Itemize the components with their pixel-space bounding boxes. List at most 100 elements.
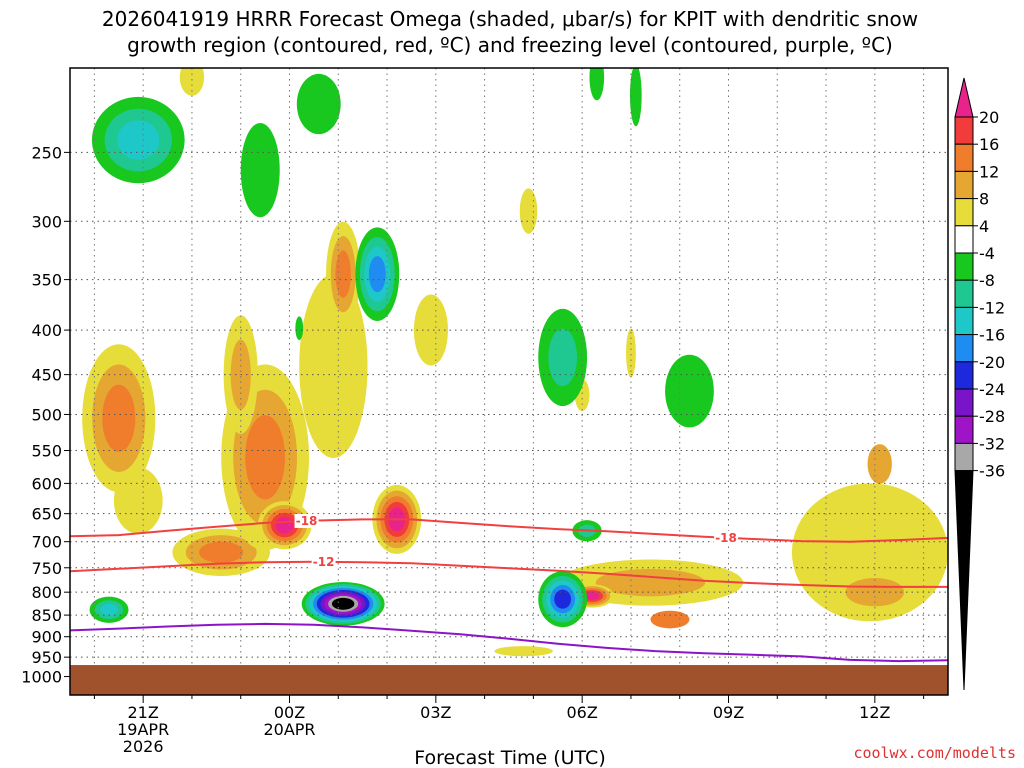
isotherm--18C [70,518,948,543]
omega-area-A9-ring-0 [413,294,449,366]
colorbar-swatch-13 [954,442,974,472]
omega-area-A13-ring-0 [650,610,690,629]
omega-area-A19-ring-0 [519,188,538,234]
colorbar-tick-label-5: -4 [979,244,995,263]
omega-area-A26-ring-2 [100,603,118,616]
omega-area-A20-ring-2 [117,120,160,160]
colorbar-swatch-5 [954,225,974,254]
colorbar-tick-label-2: 12 [979,162,999,181]
colorbar-tick-label-12: -32 [979,434,1005,453]
grid-lines [70,68,948,695]
isotherm-label--12C-0: -12 [313,555,335,569]
isotherm-label--18C-1: -18 [715,531,737,545]
colorbar-tick-label-9: -20 [979,353,1005,372]
colorbar-tick-label-8: -16 [979,326,1005,345]
omega-area-A23-ring-3 [368,256,386,293]
colorbar-swatch-3 [954,170,974,200]
omega-area-A31-ring-0 [494,646,553,657]
omega-area-A6-ring-4 [275,516,294,534]
omega-area-A8-ring-2 [335,250,351,298]
omega-area-A30-ring-0 [179,68,205,96]
colorbar-swatch-4 [954,198,974,227]
omega-area-A33-ring-0 [629,68,642,127]
omega-area-A24-ring-1 [548,328,578,387]
colorbar-swatch-7 [954,279,974,308]
y-axis: 250 300 350 400 450 500 550 600 650 700 750 800 850 9… [21,143,70,687]
x-tick-label-21-line-2: 2026 [123,737,164,756]
y-tick-label-350: 350 [31,271,62,290]
isotherm-label-bg--18C-0 [294,513,319,528]
colorbar-swatch-8 [954,306,974,336]
omega-area-A25-ring-0 [665,354,714,428]
colorbar-tick-label-7: -12 [979,298,1005,317]
x-tick-label-33-line-0: 09Z [713,703,744,722]
omega-area-A32-ring-0 [626,328,636,378]
plot-background [70,68,948,695]
colorbar-tick-label-6: -8 [979,271,995,290]
y-tick-label-500: 500 [31,405,62,424]
plot-area: -18 -18 -12 [70,68,948,695]
y-tick-label-450: 450 [31,366,62,385]
omega-area-A21-ring-0 [240,122,280,218]
y-tick-label-300: 300 [31,212,62,231]
colorbar-tick-label-4: 4 [979,217,989,236]
omega-area-A22-ring-0 [296,73,341,135]
y-tick-label-550: 550 [31,442,62,461]
x-tick-label-21-line-0: 21Z [128,703,159,722]
omega-area-A2-ring-0 [113,467,163,534]
omega-area-A1-ring-2 [102,384,136,452]
omega-area-A18-ring-0 [589,68,605,101]
x-tick-label-21-line-1: 19APR [117,720,169,739]
y-tick-label-800: 800 [31,583,62,602]
x-tick-label-24-line-1: 20APR [263,720,315,739]
colorbar-tick-label-10: -24 [979,380,1005,399]
omega-area-A3-ring-2 [199,541,244,564]
omega-area-A27-ring-4 [554,589,572,609]
colorbar-tick-label-13: -36 [979,462,1005,481]
y-tick-label-400: 400 [31,321,62,340]
colorbar: 20 16 12 8 4 -4 -8 -12 -16 -20 -24 -28 -32 -36 [954,77,1005,691]
omega-area-A12-ring-4 [584,591,600,600]
isotherm-0C [70,622,948,663]
colorbar-swatch-10 [954,361,974,390]
isotherm-label-bg--12C-0 [311,554,336,569]
ground-surface [70,665,948,695]
plot-frame [69,67,949,696]
colorbar-tick-label-3: 8 [979,190,989,209]
y-tick-label-950: 950 [31,648,62,667]
y-tick-label-750: 750 [31,559,62,578]
chart-title-line-1: 2026041919 HRRR Forecast Omega (shaded, … [102,7,918,31]
colorbar-swatch-2 [954,143,974,172]
isotherm-label-bg--18C-1 [714,530,739,545]
isotherm-label--18C-0: -18 [296,514,318,528]
chart-title-line-2: growth region (contoured, red, ºC) and f… [127,33,893,57]
omega-area-A16-ring-0 [867,444,892,484]
x-tick-label-27-line-0: 03Z [420,703,451,722]
isotherm-contours: -18 -18 -12 [70,513,948,663]
y-tick-label-850: 850 [31,606,62,625]
omega-shading [82,68,948,657]
colorbar-swatch-6 [954,252,974,281]
x-tick-label-30-line-0: 06Z [567,703,598,722]
colorbar-swatch-1 [954,116,974,145]
y-tick-label-650: 650 [31,505,62,524]
x-tick-label-24-line-0: 00Z [274,703,305,722]
colorbar-tick-label-0: 20 [979,108,999,127]
omega-area-A34-ring-8 [331,597,355,610]
colorbar-swatch-12 [954,415,974,444]
y-tick-label-1000: 1000 [21,668,62,687]
y-tick-label-600: 600 [31,474,62,493]
omega-area-A29-ring-0 [295,316,304,341]
colorbar-tick-label-11: -28 [979,407,1005,426]
credit-text: coolwx.com/modelts [853,744,1016,762]
omega-area-A15-ring-0 [845,577,905,607]
y-tick-label-900: 900 [31,628,62,647]
colorbar-swatch-11 [954,388,974,417]
x-axis-label: Forecast Time (UTC) [414,747,605,768]
colorbar-swatch-9 [954,334,974,363]
colorbar-tick-label-1: 16 [979,135,999,154]
isotherm--12C [70,560,948,588]
colorbar-swatch-14 [954,470,974,691]
